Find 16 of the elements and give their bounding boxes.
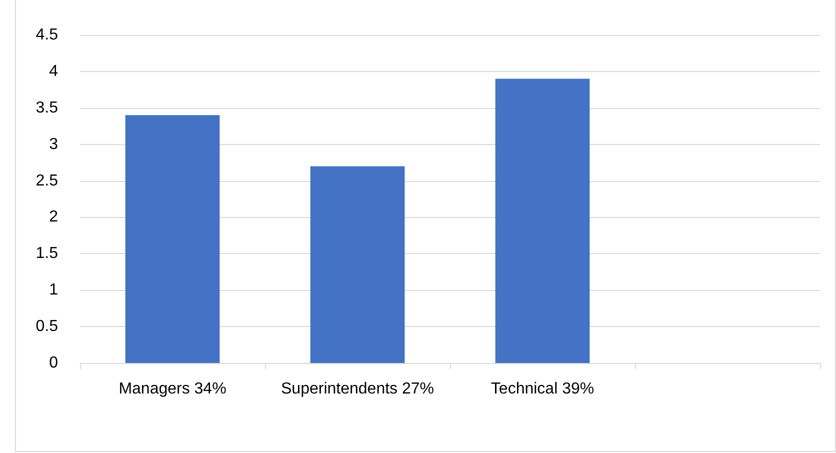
y-tick-label: 3 — [49, 136, 58, 153]
x-tick-label: Managers 34% — [118, 380, 226, 398]
y-tick-label: 0.5 — [36, 318, 58, 336]
y-tick-label: 0 — [49, 354, 58, 372]
bar — [495, 78, 590, 363]
y-tick-label: 4.5 — [36, 26, 58, 44]
y-tick-label: 4 — [49, 62, 58, 80]
x-tick-label: Technical 39% — [490, 380, 594, 398]
x-tick-label: Superintendents 27% — [281, 380, 434, 398]
bar — [310, 166, 405, 363]
bar — [125, 115, 220, 363]
y-tick-label: 2.5 — [36, 172, 58, 190]
y-tick-label: 1 — [49, 282, 58, 299]
y-tick-label: 1.5 — [36, 245, 58, 262]
y-tick-label: 3.5 — [36, 99, 58, 116]
y-tick-label: 2 — [49, 208, 58, 226]
